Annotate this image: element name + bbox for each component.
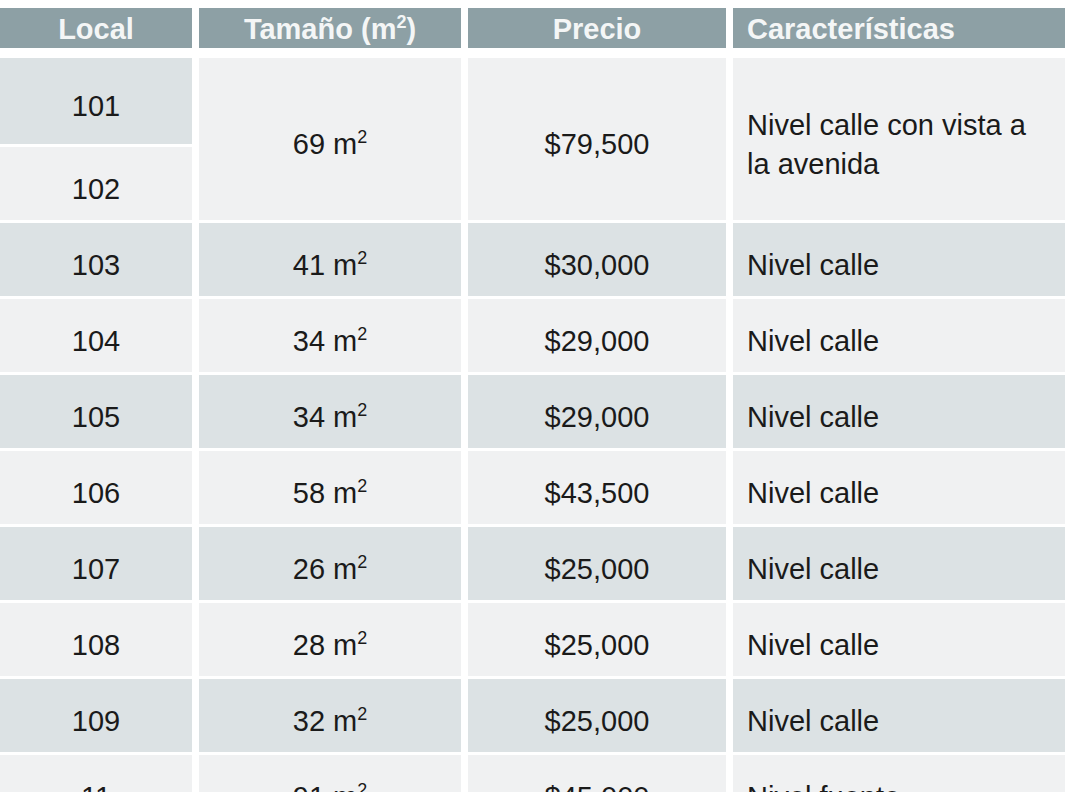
feature-cell: Nivel fuente: [733, 755, 1065, 792]
size-superscript: 2: [357, 552, 367, 572]
size-cell: 34 m2: [199, 375, 461, 448]
size-cell: 91 m2: [199, 755, 461, 792]
feature-cell-merged: Nivel calle con vista a la avenida: [733, 58, 1065, 220]
size-superscript: 2: [357, 324, 367, 344]
table-row: 105 34 m2 $29,000 Nivel calle: [0, 375, 1065, 448]
size-cell: 41 m2: [199, 223, 461, 296]
header-price: Precio: [468, 8, 726, 55]
table-row: 108 28 m2 $25,000 Nivel calle: [0, 603, 1065, 676]
header-local: Local: [0, 8, 192, 55]
local-cell: 104: [0, 299, 192, 372]
header-price-label: Precio: [553, 13, 642, 45]
table-row: 104 34 m2 $29,000 Nivel calle: [0, 299, 1065, 372]
size-value: 32 m: [293, 705, 357, 737]
table-row: 107 26 m2 $25,000 Nivel calle: [0, 527, 1065, 600]
local-cell: 108: [0, 603, 192, 676]
feature-cell: Nivel calle: [733, 679, 1065, 752]
header-features-label: Características: [747, 13, 955, 45]
local-cell: 105: [0, 375, 192, 448]
size-superscript: 2: [357, 628, 367, 648]
size-value: 91 m: [293, 781, 357, 792]
table-row: 103 41 m2 $30,000 Nivel calle: [0, 223, 1065, 296]
size-superscript: 2: [357, 704, 367, 724]
size-cell: 34 m2: [199, 299, 461, 372]
price-cell: $25,000: [468, 679, 726, 752]
feature-cell: Nivel calle: [733, 603, 1065, 676]
header-features: Características: [733, 8, 1065, 55]
local-cell: 102: [0, 147, 192, 220]
table-row: 11 91 m2 $45,000 Nivel fuente: [0, 755, 1065, 792]
size-cell: 58 m2: [199, 451, 461, 524]
size-value: 58 m: [293, 477, 357, 509]
locales-pricing-table: Local Tamaño (m2) Precio Características…: [0, 5, 1072, 792]
table-row: 106 58 m2 $43,500 Nivel calle: [0, 451, 1065, 524]
table-row: 109 32 m2 $25,000 Nivel calle: [0, 679, 1065, 752]
size-superscript: 2: [357, 128, 367, 148]
size-value: 26 m: [293, 553, 357, 585]
size-cell: 32 m2: [199, 679, 461, 752]
price-cell: $25,000: [468, 603, 726, 676]
header-size: Tamaño (m2): [199, 8, 461, 55]
header-size-close: ): [406, 13, 416, 45]
size-cell: 26 m2: [199, 527, 461, 600]
size-value: 34 m: [293, 401, 357, 433]
header-local-label: Local: [58, 13, 134, 45]
price-cell: $29,000: [468, 375, 726, 448]
feature-cell: Nivel calle: [733, 527, 1065, 600]
size-value: 28 m: [293, 629, 357, 661]
feature-cell: Nivel calle: [733, 451, 1065, 524]
header-size-label: Tamaño (m: [244, 13, 397, 45]
price-cell: $43,500: [468, 451, 726, 524]
local-cell: 109: [0, 679, 192, 752]
size-cell: 28 m2: [199, 603, 461, 676]
feature-cell: Nivel calle: [733, 375, 1065, 448]
size-superscript: 2: [357, 248, 367, 268]
size-value: 69 m: [293, 128, 357, 160]
price-cell-merged: $79,500: [468, 58, 726, 220]
size-superscript: 2: [357, 400, 367, 420]
size-value: 41 m: [293, 249, 357, 281]
price-cell: $25,000: [468, 527, 726, 600]
size-superscript: 2: [357, 476, 367, 496]
price-cell: $45,000: [468, 755, 726, 792]
local-cell: 107: [0, 527, 192, 600]
header-row: Local Tamaño (m2) Precio Características: [0, 8, 1065, 55]
size-superscript: 2: [357, 780, 367, 792]
price-cell: $29,000: [468, 299, 726, 372]
feature-cell: Nivel calle: [733, 299, 1065, 372]
local-cell: 106: [0, 451, 192, 524]
size-value: 34 m: [293, 325, 357, 357]
header-size-superscript: 2: [396, 12, 406, 32]
feature-cell: Nivel calle: [733, 223, 1065, 296]
local-cell: 101: [0, 58, 192, 144]
size-cell-merged: 69 m2: [199, 58, 461, 220]
local-cell: 103: [0, 223, 192, 296]
table-row-101: 101 69 m2 $79,500 Nivel calle con vista …: [0, 58, 1065, 144]
price-cell: $30,000: [468, 223, 726, 296]
local-cell: 11: [0, 755, 192, 792]
